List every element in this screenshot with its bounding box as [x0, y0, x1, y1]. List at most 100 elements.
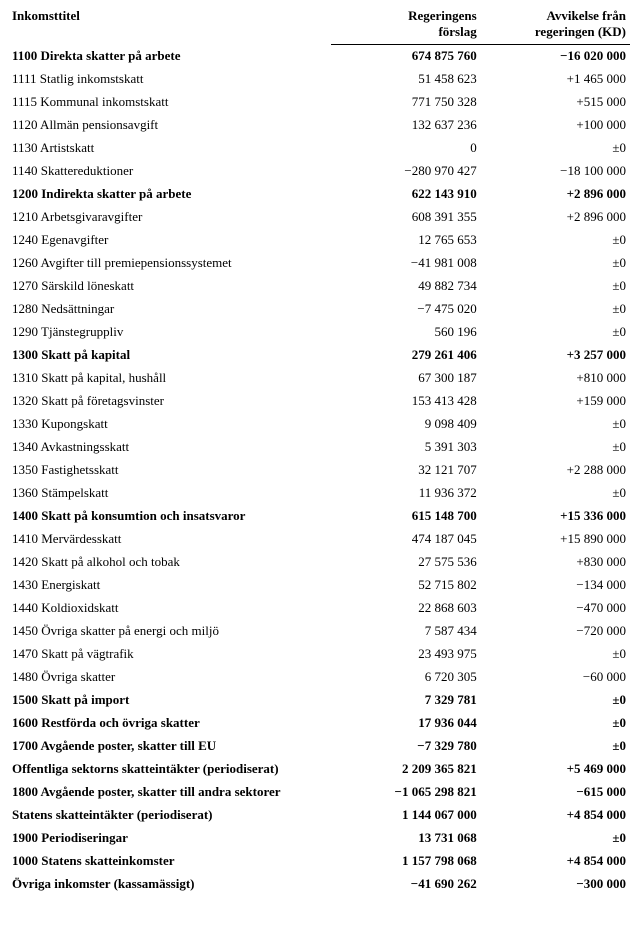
row-title: 1420 Skatt på alkohol och tobak: [8, 551, 331, 574]
table-row: 1360 Stämpelskatt11 936 372±0: [8, 482, 630, 505]
row-gov-value: 11 936 372: [331, 482, 480, 505]
header-gov-line2: förslag: [331, 24, 480, 45]
row-gov-value: 51 458 623: [331, 68, 480, 91]
income-table: Inkomsttitel Regeringens Avvikelse från …: [8, 4, 630, 896]
row-title: Offentliga sektorns skatteintäkter (peri…: [8, 758, 331, 781]
table-row: Övriga inkomster (kassamässigt)−41 690 2…: [8, 873, 630, 896]
row-gov-value: 27 575 536: [331, 551, 480, 574]
table-row: 1270 Särskild löneskatt49 882 734±0: [8, 275, 630, 298]
row-title: 1410 Mervärdesskatt: [8, 528, 331, 551]
row-title: 1290 Tjänstegruppliv: [8, 321, 331, 344]
row-title: 1400 Skatt på konsumtion och insatsvaror: [8, 505, 331, 528]
row-title: Statens skatteintäkter (periodiserat): [8, 804, 331, 827]
row-dev-value: ±0: [481, 827, 630, 850]
table-row: 1240 Egenavgifter12 765 653±0: [8, 229, 630, 252]
row-gov-value: −7 329 780: [331, 735, 480, 758]
table-row: 1280 Nedsättningar−7 475 020±0: [8, 298, 630, 321]
header-title: Inkomsttitel: [8, 4, 331, 44]
row-dev-value: ±0: [481, 735, 630, 758]
row-dev-value: −470 000: [481, 597, 630, 620]
row-dev-value: −615 000: [481, 781, 630, 804]
row-title: 1270 Särskild löneskatt: [8, 275, 331, 298]
table-row: 1600 Restförda och övriga skatter17 936 …: [8, 712, 630, 735]
row-dev-value: +15 336 000: [481, 505, 630, 528]
table-row: 1470 Skatt på vägtrafik23 493 975±0: [8, 643, 630, 666]
row-dev-value: +15 890 000: [481, 528, 630, 551]
table-row: 1290 Tjänstegruppliv560 196±0: [8, 321, 630, 344]
row-gov-value: 7 587 434: [331, 620, 480, 643]
row-dev-value: −300 000: [481, 873, 630, 896]
row-title: 1115 Kommunal inkomstskatt: [8, 91, 331, 114]
table-row: 1900 Periodiseringar13 731 068±0: [8, 827, 630, 850]
row-title: 1350 Fastighetsskatt: [8, 459, 331, 482]
table-row: Statens skatteintäkter (periodiserat)1 1…: [8, 804, 630, 827]
row-title: 1340 Avkastningsskatt: [8, 436, 331, 459]
row-dev-value: ±0: [481, 229, 630, 252]
table-row: 1111 Statlig inkomstskatt51 458 623+1 46…: [8, 68, 630, 91]
row-title: 1280 Nedsättningar: [8, 298, 331, 321]
row-gov-value: 0: [331, 137, 480, 160]
row-title: 1450 Övriga skatter på energi och miljö: [8, 620, 331, 643]
row-title: 1480 Övriga skatter: [8, 666, 331, 689]
row-gov-value: 474 187 045: [331, 528, 480, 551]
row-gov-value: 67 300 187: [331, 367, 480, 390]
table-row: 1350 Fastighetsskatt32 121 707+2 288 000: [8, 459, 630, 482]
table-row: 1320 Skatt på företagsvinster153 413 428…: [8, 390, 630, 413]
row-title: 1140 Skattereduktioner: [8, 160, 331, 183]
row-title: 1120 Allmän pensionsavgift: [8, 114, 331, 137]
table-row: 1500 Skatt på import7 329 781±0: [8, 689, 630, 712]
row-gov-value: 52 715 802: [331, 574, 480, 597]
row-gov-value: 6 720 305: [331, 666, 480, 689]
row-dev-value: ±0: [481, 298, 630, 321]
row-gov-value: 153 413 428: [331, 390, 480, 413]
header-dev-line1: Avvikelse från: [481, 4, 630, 24]
row-dev-value: +3 257 000: [481, 344, 630, 367]
row-gov-value: 12 765 653: [331, 229, 480, 252]
table-row: 1260 Avgifter till premiepensionssysteme…: [8, 252, 630, 275]
row-dev-value: ±0: [481, 413, 630, 436]
row-gov-value: 608 391 355: [331, 206, 480, 229]
row-dev-value: −60 000: [481, 666, 630, 689]
row-title: 1111 Statlig inkomstskatt: [8, 68, 331, 91]
row-dev-value: +159 000: [481, 390, 630, 413]
row-dev-value: ±0: [481, 137, 630, 160]
row-gov-value: 22 868 603: [331, 597, 480, 620]
row-dev-value: +830 000: [481, 551, 630, 574]
row-title: 1600 Restförda och övriga skatter: [8, 712, 331, 735]
table-row: 1130 Artistskatt0±0: [8, 137, 630, 160]
row-gov-value: 5 391 303: [331, 436, 480, 459]
row-title: 1240 Egenavgifter: [8, 229, 331, 252]
row-title: 1900 Periodiseringar: [8, 827, 331, 850]
table-row: 1100 Direkta skatter på arbete674 875 76…: [8, 44, 630, 68]
table-row: 1210 Arbetsgivaravgifter608 391 355+2 89…: [8, 206, 630, 229]
row-gov-value: 32 121 707: [331, 459, 480, 482]
row-dev-value: ±0: [481, 275, 630, 298]
row-title: 1260 Avgifter till premiepensionssysteme…: [8, 252, 331, 275]
table-row: 1400 Skatt på konsumtion och insatsvaror…: [8, 505, 630, 528]
row-gov-value: 279 261 406: [331, 344, 480, 367]
row-gov-value: 1 157 798 068: [331, 850, 480, 873]
table-row: 1000 Statens skatteinkomster1 157 798 06…: [8, 850, 630, 873]
table-row: 1120 Allmän pensionsavgift132 637 236+10…: [8, 114, 630, 137]
row-gov-value: 7 329 781: [331, 689, 480, 712]
row-gov-value: 23 493 975: [331, 643, 480, 666]
row-dev-value: +2 896 000: [481, 206, 630, 229]
row-title: 1310 Skatt på kapital, hushåll: [8, 367, 331, 390]
table-row: 1300 Skatt på kapital279 261 406+3 257 0…: [8, 344, 630, 367]
row-dev-value: +100 000: [481, 114, 630, 137]
row-dev-value: −720 000: [481, 620, 630, 643]
table-row: 1200 Indirekta skatter på arbete622 143 …: [8, 183, 630, 206]
row-gov-value: 13 731 068: [331, 827, 480, 850]
row-gov-value: 17 936 044: [331, 712, 480, 735]
row-title: 1330 Kupongskatt: [8, 413, 331, 436]
row-dev-value: +810 000: [481, 367, 630, 390]
table-row: 1480 Övriga skatter6 720 305−60 000: [8, 666, 630, 689]
row-gov-value: −1 065 298 821: [331, 781, 480, 804]
table-row: 1420 Skatt på alkohol och tobak27 575 53…: [8, 551, 630, 574]
row-gov-value: 9 098 409: [331, 413, 480, 436]
row-dev-value: ±0: [481, 436, 630, 459]
row-dev-value: ±0: [481, 689, 630, 712]
row-gov-value: 615 148 700: [331, 505, 480, 528]
row-gov-value: −41 981 008: [331, 252, 480, 275]
table-row: 1430 Energiskatt52 715 802−134 000: [8, 574, 630, 597]
